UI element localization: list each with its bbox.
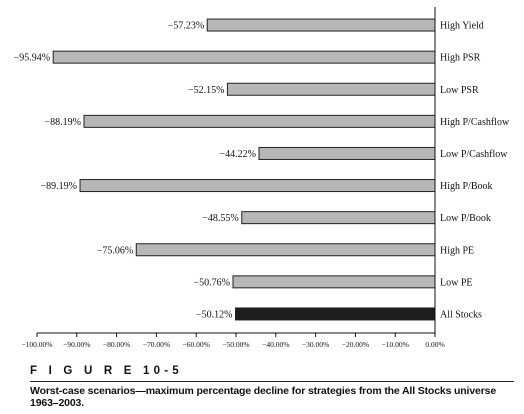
bar-value-label: −75.06% — [97, 245, 133, 256]
figure-divider — [30, 381, 514, 382]
x-tick-label: −20.00% — [342, 340, 369, 349]
bar-high-p-book — [79, 179, 436, 193]
x-tick-label: −90.00% — [63, 340, 90, 349]
category-label: High PE — [440, 245, 474, 256]
category-label: Low P/Book — [440, 213, 491, 224]
category-label: High P/Cashflow — [440, 117, 510, 128]
figure-number: F I G U R E 10-5 — [30, 365, 183, 377]
bar-value-label: −44.22% — [220, 149, 256, 160]
category-label: High PSR — [440, 53, 481, 64]
bar-value-label: −48.55% — [202, 213, 238, 224]
x-tick-label: −50.00% — [222, 340, 249, 349]
bar-low-pe — [232, 275, 436, 289]
bar-value-label: −50.12% — [196, 309, 232, 320]
category-label: High Yield — [440, 21, 484, 32]
category-label: Low P/Cashflow — [440, 149, 508, 160]
bar-high-psr — [52, 50, 436, 64]
bar-high-yield — [206, 18, 436, 32]
bar-value-label: −89.19% — [41, 181, 77, 192]
bar-value-label: −50.76% — [193, 277, 229, 288]
category-label: Low PE — [440, 277, 473, 288]
x-tick-label: −10.00% — [382, 340, 409, 349]
x-tick-label: −40.00% — [262, 340, 289, 349]
bar-low-psr — [226, 82, 436, 96]
bar-low-p-book — [241, 211, 436, 225]
bar-value-label: −95.94% — [14, 53, 50, 64]
bar-all-stocks — [235, 307, 436, 321]
bar-high-p-cashflow — [83, 114, 436, 128]
category-label: All Stocks — [440, 309, 482, 320]
x-tick-label: −100.00% — [21, 340, 52, 349]
x-tick-label: −70.00% — [143, 340, 170, 349]
x-tick-label: −60.00% — [183, 340, 210, 349]
bar-high-pe — [135, 243, 436, 257]
bar-value-label: −52.15% — [188, 85, 224, 96]
bar-value-label: −88.19% — [45, 117, 81, 128]
x-tick-label: 0.00% — [425, 340, 444, 349]
category-label: High P/Book — [440, 181, 493, 192]
x-tick-label: −80.00% — [103, 340, 130, 349]
bar-low-p-cashflow — [258, 146, 436, 160]
category-label: Low PSR — [440, 85, 479, 96]
bar-value-label: −57.23% — [168, 21, 204, 32]
figure-caption: Worst-case scenarios—maximum percentage … — [30, 385, 497, 409]
x-tick-label: −30.00% — [302, 340, 329, 349]
